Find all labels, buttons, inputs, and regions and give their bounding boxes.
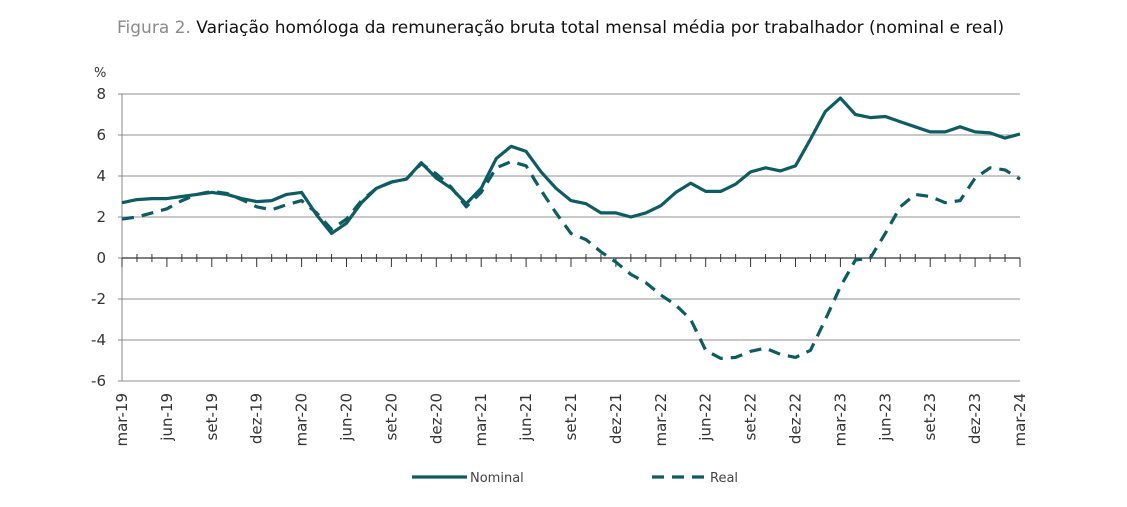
- y-tick-label: 2: [96, 208, 106, 226]
- legend-label-nominal: Nominal: [470, 471, 524, 486]
- x-tick-label: mar-22: [652, 393, 670, 447]
- y-axis-unit: %: [94, 66, 106, 81]
- series-line-nominal: [121, 96, 1021, 235]
- y-tick-label: -2: [91, 290, 106, 308]
- x-tick-label: mar-19: [113, 393, 131, 447]
- y-tick-label: 4: [96, 167, 106, 185]
- y-tick-label: 6: [96, 126, 106, 144]
- x-tick-label: jun-23: [876, 393, 894, 442]
- x-tick-label: dez-21: [607, 393, 625, 444]
- x-tick-label: jun-22: [697, 393, 715, 442]
- x-tick-label: mar-24: [1011, 393, 1029, 447]
- x-tick-label: jun-19: [158, 393, 176, 442]
- y-tick-label: -6: [91, 372, 106, 390]
- x-tick-label: dez-20: [427, 393, 445, 444]
- x-tick-label: mar-20: [293, 393, 311, 447]
- x-tick-label: dez-22: [787, 393, 805, 444]
- x-tick-label: set-22: [742, 393, 760, 440]
- x-tick-label: dez-23: [966, 393, 984, 444]
- y-tick-label: 8: [96, 85, 106, 103]
- legend-label-real: Real: [710, 471, 738, 486]
- x-tick-label: mar-21: [472, 393, 490, 447]
- x-tick-label: dez-19: [248, 393, 266, 444]
- title-text: Variação homóloga da remuneração bruta t…: [196, 18, 1005, 38]
- y-tick-label: -4: [91, 331, 106, 349]
- x-tick-label: set-19: [203, 393, 221, 440]
- x-tick-label: set-21: [562, 393, 580, 440]
- chart-title: Figura 2. Variação homóloga da remuneraç…: [117, 18, 1004, 38]
- y-tick-label: 0: [96, 249, 106, 267]
- x-tick-label: jun-20: [338, 393, 356, 442]
- figure-number: Figura 2.: [117, 18, 191, 38]
- x-tick-label: set-23: [921, 393, 939, 440]
- x-tick-label: mar-23: [831, 393, 849, 447]
- x-tick-label: set-20: [382, 393, 400, 440]
- series-line-real: [121, 160, 1021, 360]
- x-tick-label: jun-21: [517, 393, 535, 442]
